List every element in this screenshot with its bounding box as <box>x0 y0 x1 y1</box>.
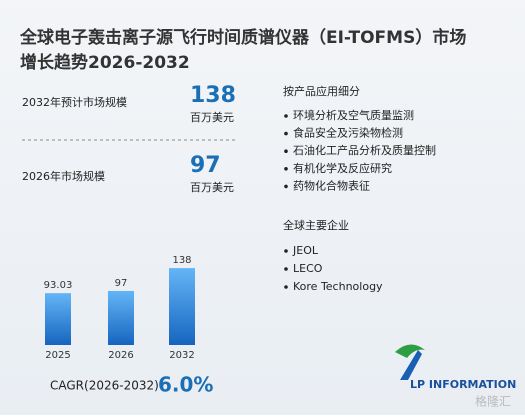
list-item: 石油化工产品分析及质量控制 <box>293 143 436 157</box>
value-label: 93.03 <box>44 280 73 291</box>
list-item: 有机化学及反应研究 <box>293 161 392 175</box>
title-line: 全球电子轰击离子源飞行时间质谱仪器（EI-TOFMS）市场 <box>19 27 466 48</box>
stat-value: 97 <box>190 153 221 178</box>
bullet <box>284 131 288 136</box>
list-item: JEOL <box>292 244 319 257</box>
list-item: Kore Technology <box>293 280 383 293</box>
cagr-label: CAGR(2026-2032) <box>50 379 159 393</box>
value-label: 97 <box>115 278 128 289</box>
x-tick-label: 2032 <box>169 350 194 361</box>
stat-unit: 百万美元 <box>190 181 234 194</box>
logo-text: LP INFORMATION <box>410 378 516 391</box>
title-line: 增长趋势2026-2032 <box>20 52 190 73</box>
x-tick-label: 2025 <box>45 350 70 361</box>
stat-label: 2026年市场规模 <box>22 169 105 183</box>
value-label: 138 <box>172 255 191 266</box>
stat-label: 2032年预计市场规模 <box>22 95 127 109</box>
cagr-value: 6.0% <box>158 373 213 397</box>
bar <box>108 290 134 345</box>
bullet <box>284 249 288 253</box>
logo: LP INFORMATION <box>395 344 516 391</box>
bar <box>169 268 195 345</box>
x-tick-label: 2026 <box>108 350 133 361</box>
list-item: 食品安全及污染物检测 <box>293 126 403 140</box>
stat-value: 138 <box>190 83 236 108</box>
section-heading: 按产品应用细分 <box>283 84 360 98</box>
watermark: 格隆汇 <box>475 394 511 409</box>
section-heading: 全球主要企业 <box>283 218 349 232</box>
logo-leaf <box>395 344 425 358</box>
logo-arrow <box>400 350 422 380</box>
bullet <box>284 267 288 271</box>
bullet <box>284 184 288 189</box>
bar <box>45 293 71 345</box>
bullet <box>284 285 288 289</box>
bullet <box>284 167 288 171</box>
list-item: 药物化合物表征 <box>293 178 370 192</box>
list-item: 环境分析及空气质量监测 <box>293 108 414 122</box>
stat-unit: 百万美元 <box>190 111 234 124</box>
bullet <box>284 149 288 153</box>
bullet <box>284 114 288 118</box>
list-item: LECO <box>293 262 323 275</box>
